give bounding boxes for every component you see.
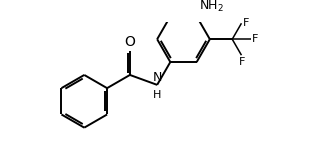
Text: F: F <box>239 57 245 67</box>
Text: NH$_2$: NH$_2$ <box>199 0 224 14</box>
Text: O: O <box>124 35 135 49</box>
Text: F: F <box>243 18 249 28</box>
Text: H: H <box>153 90 161 100</box>
Text: N: N <box>153 71 162 84</box>
Text: F: F <box>252 34 258 44</box>
